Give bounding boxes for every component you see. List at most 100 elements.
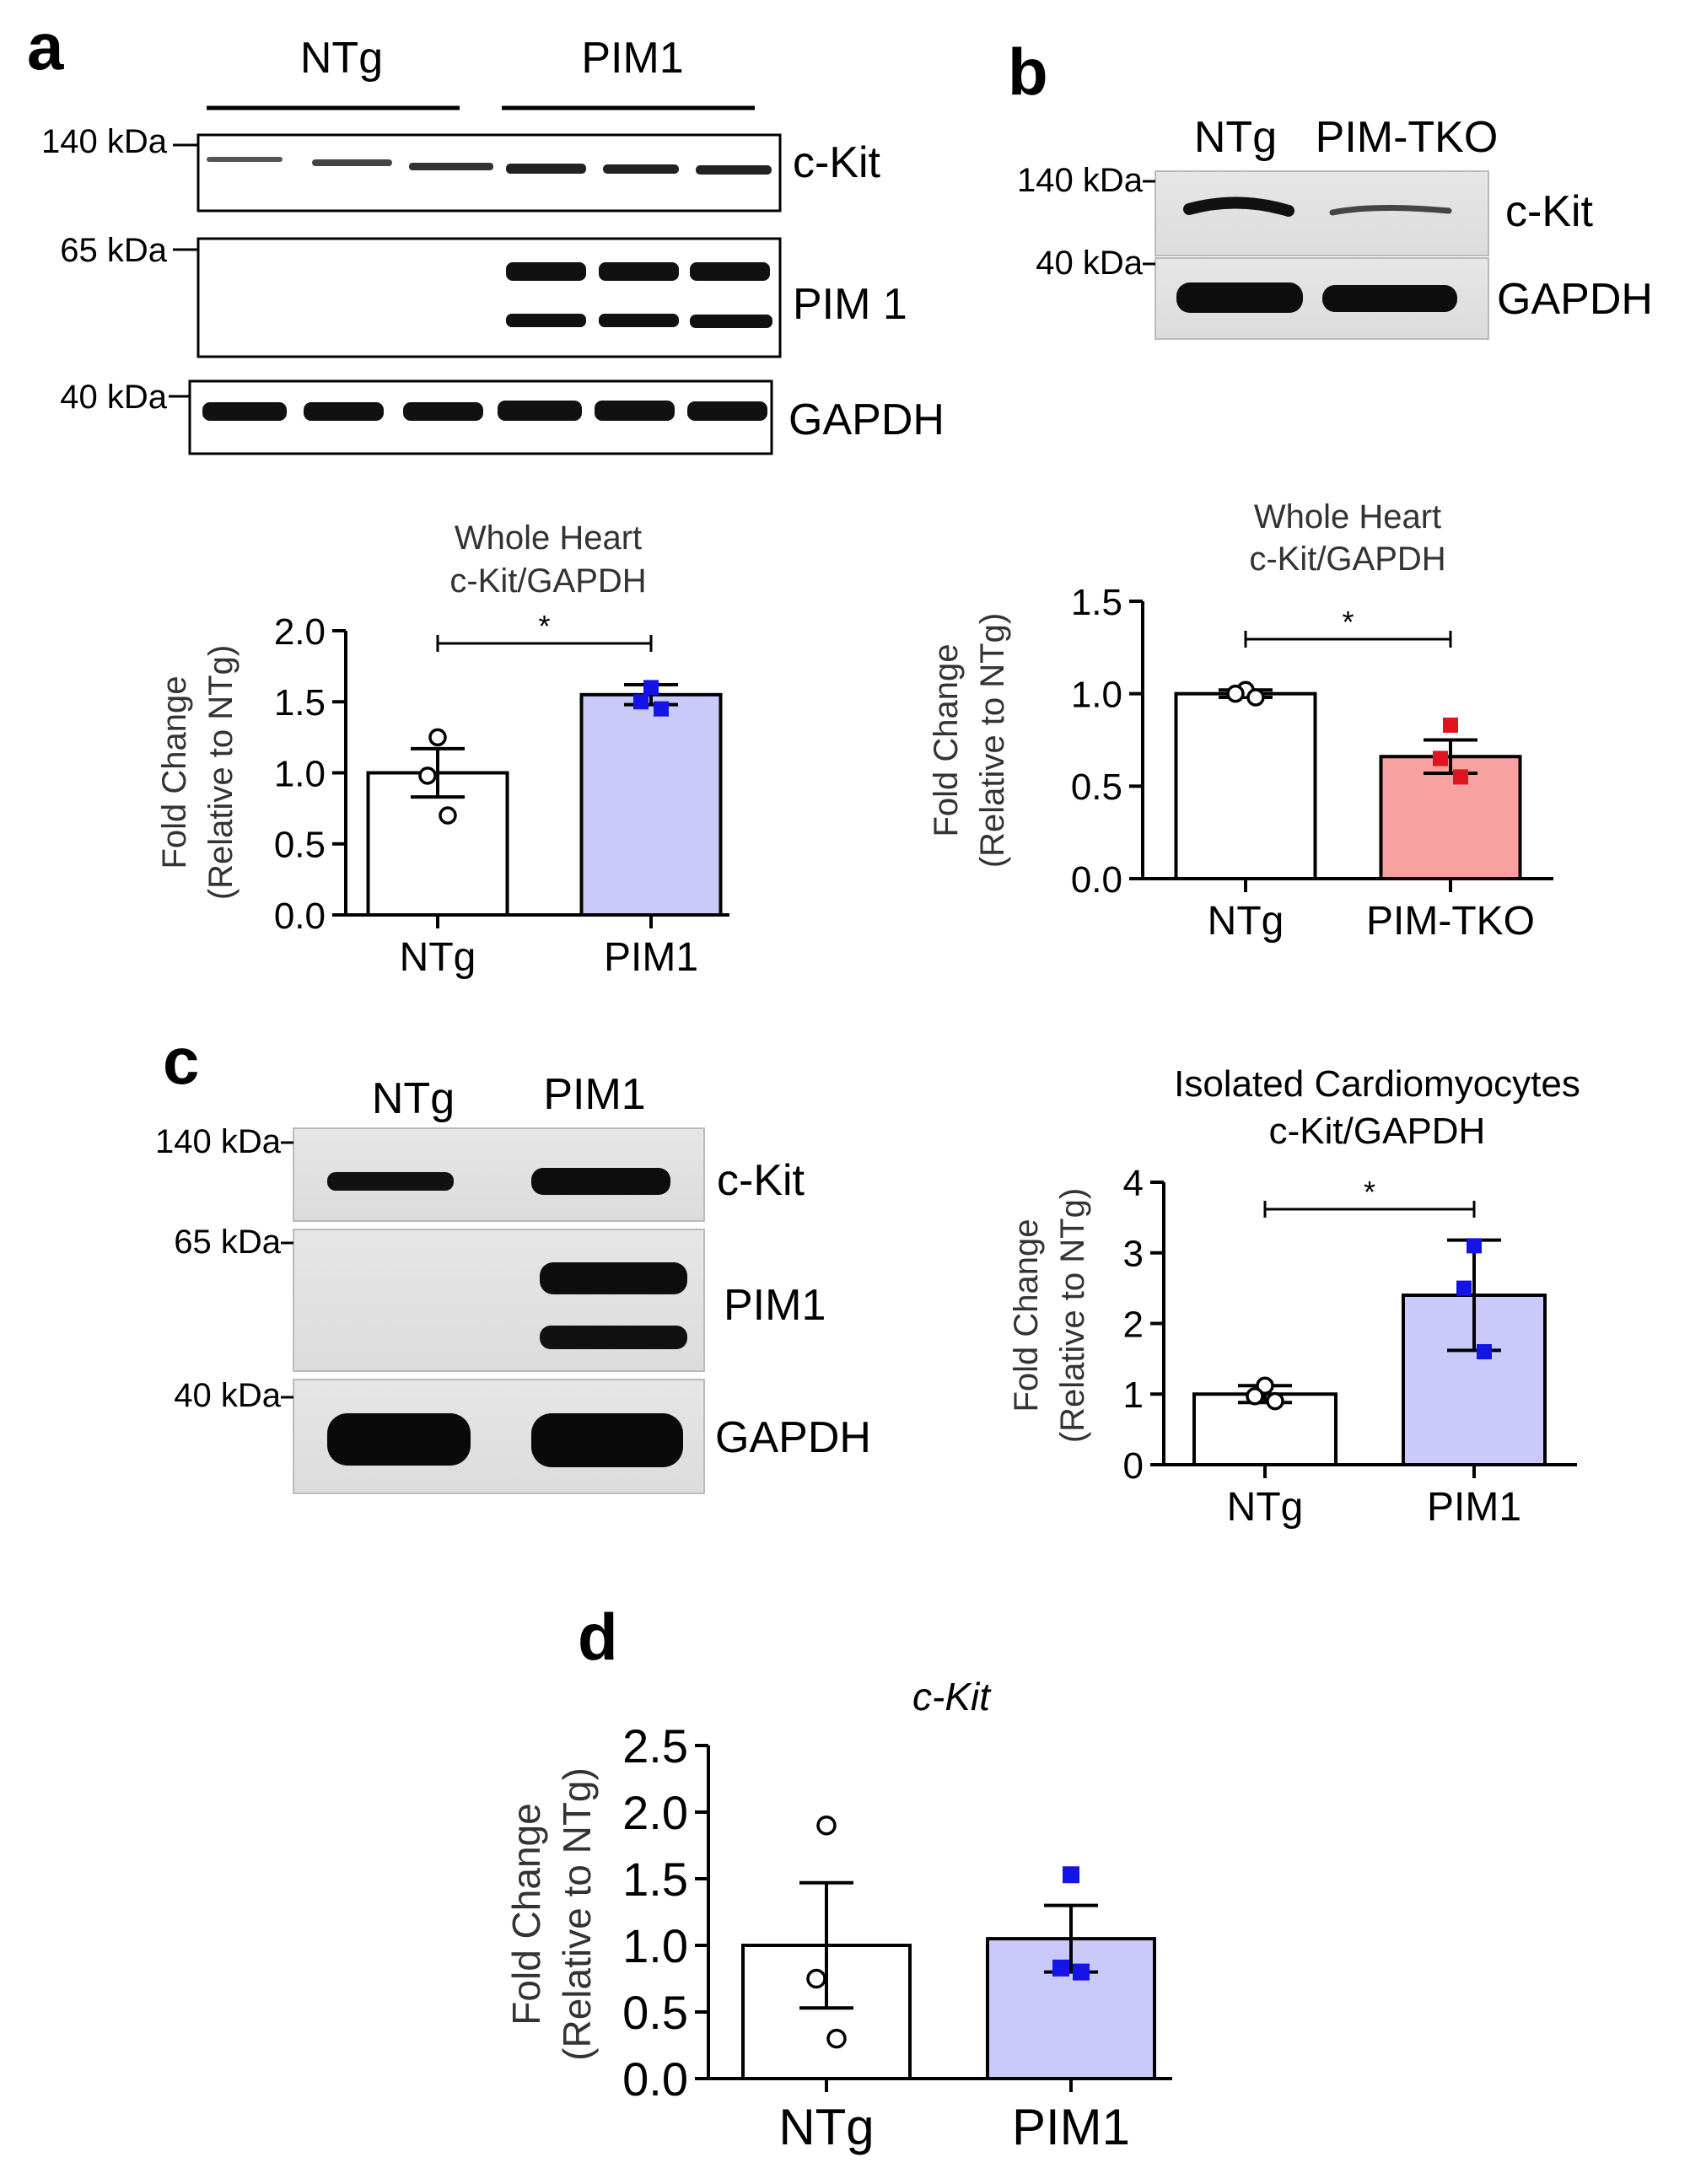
chart-a-point [418, 767, 437, 785]
chart-b-title: Whole Heart [1254, 498, 1441, 535]
chart-c-point [1256, 1376, 1274, 1395]
chart-a-ylabel: Fold Change [156, 675, 193, 869]
chart-a-xtick-label: NTg [400, 935, 476, 980]
chart-a-title: Whole Heart [455, 519, 642, 557]
panel-label-b: b [1008, 35, 1048, 109]
chart-a: Whole Heart c-Kit/GAPDH Fold Change (Relati… [156, 519, 729, 980]
chart-d-xtick-label: PIM1 [1012, 2099, 1130, 2155]
chart-d-xtick-label: NTg [778, 2099, 874, 2155]
chart-b-sig-star: * [1342, 605, 1354, 639]
chart-a-ytick-label: 2.0 [274, 611, 326, 653]
chart-a-point [654, 701, 669, 717]
chart-a-point [633, 694, 649, 710]
blot-b-gapdh-lane [1143, 257, 1489, 340]
chart-a-point [643, 680, 659, 696]
blot-c-group-ntg: NTg [372, 1074, 455, 1123]
chart-b-point [1453, 769, 1468, 785]
chart-c-point [1456, 1280, 1472, 1296]
chart-d-title: c-Kit [912, 1675, 992, 1719]
blot-c-pim1-lane [281, 1229, 705, 1372]
blot-c-marker-140: 140 kDa [155, 1123, 282, 1160]
blot-c-label-ckit: c-Kit [717, 1156, 805, 1205]
chart-b-ylabel: Fold Change [928, 643, 965, 836]
blot-b-group-ntg: NTg [1194, 113, 1277, 162]
chart-d-ylabel: Fold Change [504, 1803, 548, 2025]
blot-b-marker-140: 140 kDa [1017, 162, 1144, 199]
blot-c-marker-40: 40 kDa [174, 1377, 281, 1414]
blot-b-marker-40: 40 kDa [1036, 245, 1143, 282]
chart-a-ytick-label: 1.0 [274, 753, 326, 794]
blot-a-gapdh-lane [169, 379, 773, 455]
chart-b-point [1246, 688, 1265, 707]
blot-a-pim1-lane [173, 237, 782, 358]
chart-d-ytick-label: 1.5 [622, 1853, 688, 1906]
blot-a-marker-140: 140 kDa [41, 123, 168, 160]
chart-c-ytick-label: 3 [1123, 1234, 1144, 1275]
blot-c-label-pim1: PIM1 [724, 1281, 826, 1330]
chart-d-point [806, 1968, 826, 1989]
blot-a-label-gapdh: GAPDH [788, 395, 945, 444]
chart-c-bar-NTg [1192, 1392, 1337, 1466]
blot-b-group-tko: PIM-TKO [1316, 113, 1499, 162]
chart-c-ytick-label: 4 [1123, 1163, 1144, 1204]
chart-a-xtick-label: PIM1 [604, 935, 698, 980]
chart-c-title: c-Kit/GAPDH [1269, 1111, 1486, 1152]
chart-c-point [1266, 1391, 1284, 1411]
chart-d-point [1052, 1959, 1069, 1977]
chart-d: c-Kit Fold Change (Relative to NTg) 0.0 0.5 1… [504, 1675, 1172, 2155]
chart-b-title: c-Kit/GAPDH [1249, 541, 1445, 578]
chart-a-point [428, 728, 447, 747]
blot-a-label-pim1: PIM 1 [793, 280, 907, 329]
chart-a-ytick-label: 0.0 [274, 896, 326, 937]
chart-c-ytick-label: 1 [1123, 1374, 1144, 1416]
blot-a-group-ntg: NTg [300, 34, 383, 83]
chart-c-ytick-label: 2 [1123, 1304, 1144, 1345]
chart-c-xtick-label: NTg [1227, 1485, 1304, 1530]
chart-a-point [439, 806, 457, 825]
chart-b-ytick-label: 0.0 [1071, 859, 1122, 901]
chart-b-point [1443, 717, 1458, 733]
chart-d-ytick-label: 0.0 [622, 2052, 688, 2106]
panel-label-d: d [578, 1600, 618, 1674]
chart-d-ytick-label: 0.5 [622, 1986, 688, 2039]
chart-c: Isolated Cardiomyocytes c-Kit/GAPDH Fold C… [1008, 1063, 1580, 1530]
chart-d-point [826, 2028, 847, 2049]
chart-a-ytick-label: 1.5 [274, 682, 326, 724]
chart-b: Whole Heart c-Kit/GAPDH Fold Change (Relati… [928, 498, 1553, 944]
chart-c-point [1246, 1387, 1264, 1406]
blot-a-ckit-lane [173, 133, 782, 212]
chart-a-sig-star: * [538, 609, 550, 643]
chart-d-point [1063, 1866, 1079, 1884]
chart-b-ytick-label: 1.5 [1071, 582, 1122, 623]
chart-b-bar-NTg [1174, 691, 1317, 881]
blot-a-label-ckit: c-Kit [793, 138, 881, 187]
chart-a-ylabel: (Relative to NTg) [202, 645, 240, 900]
chart-b-xtick-label: NTg [1208, 899, 1284, 944]
panel-label-c: c [163, 1024, 199, 1098]
chart-a-bar-PIM1 [579, 692, 723, 917]
blot-a-marker-65: 65 kDa [60, 232, 167, 269]
blot-a-marker-40: 40 kDa [60, 379, 167, 416]
chart-b-ytick-label: 1.0 [1071, 675, 1122, 716]
chart-b-point [1433, 750, 1448, 767]
blot-c-label-gapdh: GAPDH [715, 1413, 871, 1462]
chart-a-ytick-label: 0.5 [274, 825, 326, 866]
chart-b-point [1226, 684, 1245, 703]
chart-c-ylabel: (Relative to NTg) [1054, 1188, 1091, 1443]
chart-c-sig-star: * [1364, 1175, 1375, 1209]
chart-c-point [1477, 1344, 1492, 1359]
chart-d-point [816, 1816, 837, 1836]
chart-c-ylabel: Fold Change [1008, 1218, 1045, 1412]
chart-d-point [1073, 1963, 1090, 1981]
chart-c-xtick-label: PIM1 [1427, 1485, 1521, 1530]
blot-c-group-pim1: PIM1 [543, 1070, 645, 1119]
chart-c-ytick-label: 0 [1123, 1445, 1144, 1487]
chart-d-ytick-label: 2.0 [622, 1786, 688, 1839]
blot-b-label-gapdh: GAPDH [1497, 275, 1653, 324]
chart-d-ytick-label: 1.0 [622, 1919, 688, 1972]
chart-b-ytick-label: 0.5 [1071, 767, 1122, 808]
chart-b-ylabel: (Relative to NTg) [974, 613, 1011, 868]
blot-b-ckit-lane [1143, 170, 1489, 256]
